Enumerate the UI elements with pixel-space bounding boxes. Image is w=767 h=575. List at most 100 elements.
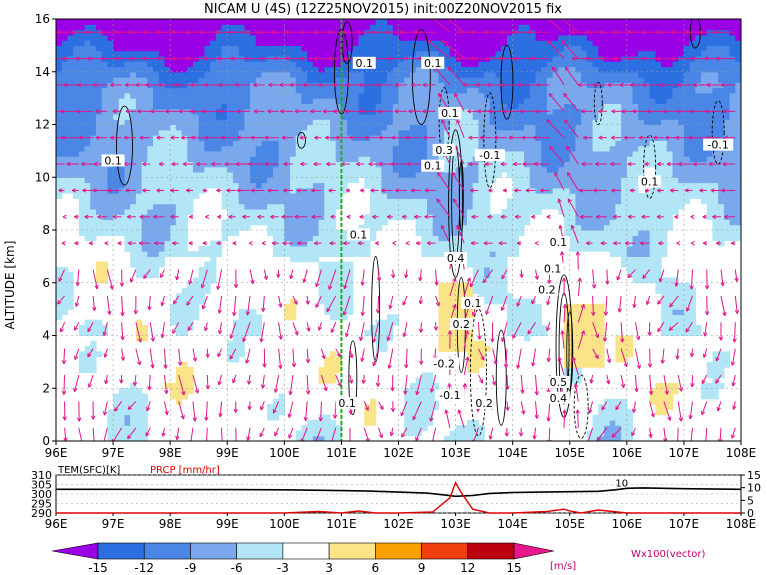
field-cell bbox=[558, 71, 565, 78]
field-cell bbox=[215, 45, 223, 52]
field-cell bbox=[284, 103, 291, 110]
field-cell bbox=[558, 61, 565, 68]
field-cell bbox=[558, 113, 565, 120]
field-cell bbox=[421, 419, 428, 426]
field-cell bbox=[518, 87, 525, 94]
field-cell bbox=[164, 382, 171, 389]
field-cell bbox=[518, 198, 525, 205]
field-cell bbox=[609, 166, 617, 173]
field-cell bbox=[267, 40, 274, 46]
field-cell bbox=[506, 240, 514, 247]
field-cell bbox=[267, 71, 274, 78]
field-cell bbox=[478, 92, 485, 99]
field-cell bbox=[204, 288, 211, 294]
field-cell bbox=[335, 367, 343, 374]
field-cell bbox=[324, 113, 331, 120]
field-cell bbox=[501, 129, 508, 136]
field-cell bbox=[232, 156, 240, 163]
field-cell bbox=[124, 119, 131, 126]
field-cell bbox=[598, 198, 605, 205]
field-cell bbox=[78, 230, 86, 236]
field-cell bbox=[444, 135, 451, 141]
field-cell bbox=[449, 435, 457, 441]
field-cell bbox=[101, 198, 108, 205]
field-cell bbox=[535, 113, 542, 120]
field-cell bbox=[272, 92, 280, 99]
field-cell bbox=[158, 230, 166, 236]
field-cell bbox=[404, 66, 411, 73]
field-cell bbox=[204, 98, 211, 104]
field-cell bbox=[569, 309, 577, 315]
field-cell bbox=[324, 92, 331, 99]
field-cell bbox=[284, 219, 291, 226]
field-cell bbox=[604, 203, 611, 210]
field-cell bbox=[330, 309, 337, 315]
field-cell bbox=[484, 288, 491, 294]
field-cell bbox=[546, 113, 554, 120]
field-cell bbox=[90, 71, 97, 78]
field-cell bbox=[461, 66, 468, 73]
field-cell bbox=[444, 119, 451, 126]
field-cell bbox=[427, 98, 434, 104]
field-cell bbox=[369, 198, 377, 205]
field-cell bbox=[558, 55, 565, 62]
field-cell bbox=[449, 314, 457, 321]
field-cell bbox=[432, 203, 440, 210]
field-cell bbox=[181, 145, 188, 152]
field-cell bbox=[56, 166, 63, 173]
field-cell bbox=[324, 245, 331, 252]
field-cell bbox=[455, 129, 462, 136]
field-cell bbox=[489, 24, 497, 31]
field-cell bbox=[61, 113, 69, 120]
field-cell bbox=[381, 66, 388, 73]
field-cell bbox=[204, 140, 211, 147]
field-cell bbox=[552, 19, 559, 25]
field-cell bbox=[598, 50, 605, 57]
field-cell bbox=[564, 124, 571, 131]
field-cell bbox=[586, 156, 594, 163]
field-cell bbox=[101, 177, 108, 184]
field-cell bbox=[238, 351, 245, 358]
field-cell bbox=[472, 266, 480, 273]
field-cell bbox=[341, 230, 348, 236]
field-cell bbox=[381, 119, 388, 126]
field-cell bbox=[67, 303, 74, 310]
field-cell bbox=[107, 203, 114, 210]
field-cell bbox=[324, 150, 331, 157]
field-cell bbox=[181, 372, 188, 379]
field-cell bbox=[238, 40, 245, 46]
field-cell bbox=[484, 87, 491, 94]
field-cell bbox=[187, 66, 194, 73]
field-cell bbox=[524, 45, 531, 52]
field-cell bbox=[193, 40, 200, 46]
field-cell bbox=[506, 198, 514, 205]
field-cell bbox=[295, 245, 303, 252]
field-cell bbox=[153, 156, 160, 163]
field-cell bbox=[432, 140, 440, 147]
field-cell bbox=[324, 214, 331, 221]
field-cell bbox=[113, 87, 120, 94]
field-cell bbox=[158, 92, 166, 99]
field-cell bbox=[244, 92, 251, 99]
field-cell bbox=[124, 98, 131, 104]
field-cell bbox=[90, 108, 97, 115]
field-cell bbox=[421, 66, 428, 73]
field-cell bbox=[535, 182, 542, 189]
field-cell bbox=[267, 129, 274, 136]
field-cell bbox=[250, 214, 257, 221]
field-cell bbox=[569, 245, 577, 252]
field-cell bbox=[592, 177, 599, 184]
field-cell bbox=[472, 208, 480, 215]
field-cell bbox=[392, 166, 400, 173]
field-cell bbox=[569, 66, 577, 73]
field-cell bbox=[113, 224, 120, 231]
field-cell bbox=[444, 161, 451, 168]
field-cell bbox=[364, 156, 371, 163]
field-cell bbox=[175, 198, 183, 205]
field-cell bbox=[529, 87, 537, 94]
field-cell bbox=[506, 40, 514, 46]
field-cell bbox=[130, 182, 137, 189]
field-cell bbox=[598, 103, 605, 110]
field-cell bbox=[352, 156, 360, 163]
field-cell bbox=[381, 113, 388, 120]
